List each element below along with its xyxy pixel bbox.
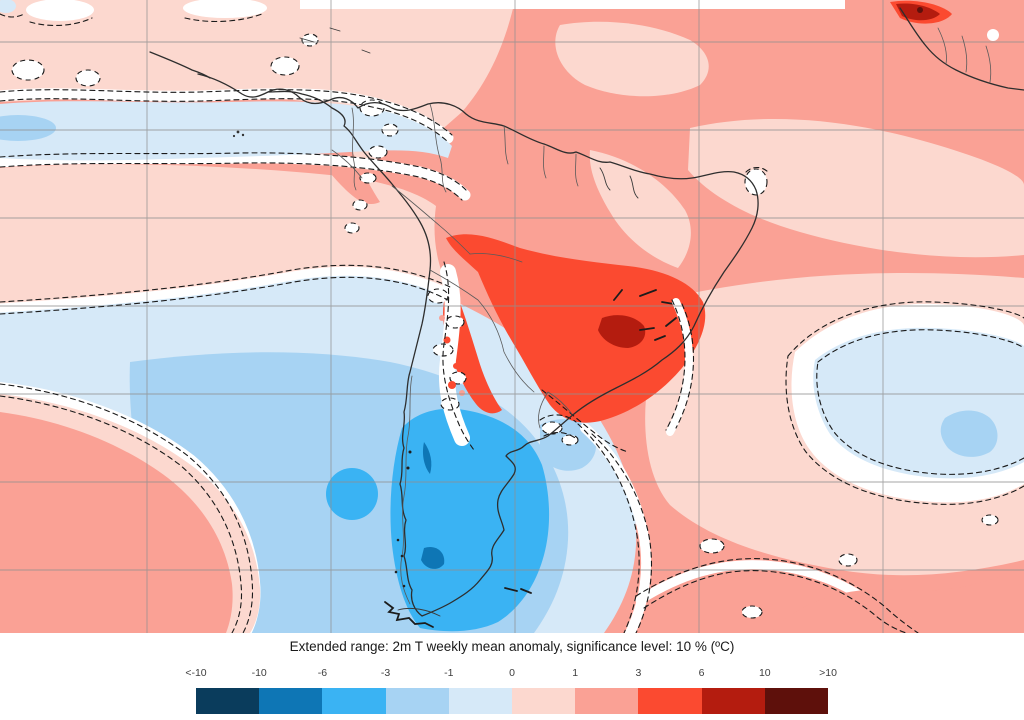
colorbar-segment-6: [575, 688, 639, 714]
colorbar-segment-5: [512, 688, 576, 714]
colorbar-tick: 1: [572, 667, 579, 679]
colorbar-tick: 10: [758, 667, 771, 679]
south-america-coastline: [197, 73, 759, 617]
coastlines: [149, 7, 1024, 617]
south-atlantic-cold-blob: [791, 303, 1024, 503]
colorbar: [196, 688, 829, 714]
country-borders: [331, 27, 992, 605]
colorbar-tick: 6: [698, 667, 705, 679]
anomaly-map-svg: [0, 0, 1024, 633]
colorbar-segment-3: [385, 688, 449, 714]
africa-coastline: [899, 7, 1024, 91]
colorbar-tick: 3: [635, 667, 642, 679]
colorbar-segment-4: [448, 688, 513, 714]
colorbar-tick-labels: <-10 -10 -6 -3 -1 0 1 3 6 10 >10: [0, 633, 1024, 720]
nonsignificant-spots: [0, 0, 999, 446]
atlantic-neutral-bands: [580, 298, 1024, 633]
colorbar-tick: 0: [509, 667, 515, 679]
island-details: [232, 130, 532, 628]
southwest-warm-wedge: [0, 382, 261, 633]
colorbar-tick: -10: [251, 667, 267, 679]
colorbar-tick: >10: [819, 667, 837, 679]
colorbar-segment-0: [196, 688, 260, 714]
colorbar-tick: -3: [380, 667, 391, 679]
colorbar-segment-7: [638, 688, 702, 714]
colorbar-tick: <-10: [185, 667, 207, 679]
colorbar-segment-8: [701, 688, 765, 714]
colorbar-tick: -6: [317, 667, 328, 679]
legend-footer: Extended range: 2m T weekly mean anomaly…: [0, 633, 1024, 720]
map-title: Extended range: 2m T weekly mean anomaly…: [289, 639, 735, 654]
africa-hot-corner: [890, 0, 952, 24]
colorbar-segment-1: [259, 688, 323, 714]
graticule: [0, 0, 1024, 633]
colorbar-tick: -1: [444, 667, 454, 679]
colorbar-segment-9: [764, 688, 829, 714]
patagonia-cold-core: [326, 408, 597, 632]
significance-contours: [0, 13, 1024, 633]
equatorial-cold-band: [0, 88, 471, 201]
colorbar-segment-2: [322, 688, 386, 714]
central-america-coastline: [149, 51, 211, 79]
anomaly-map: [0, 0, 1024, 633]
